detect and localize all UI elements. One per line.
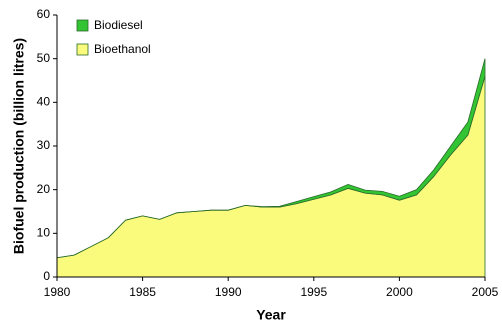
x-tick-label: 2000 xyxy=(386,285,413,299)
y-tick-label: 40 xyxy=(37,95,51,109)
y-tick-label: 60 xyxy=(37,7,51,21)
y-axis-label: Biofuel production (billion litres) xyxy=(11,38,27,254)
area xyxy=(56,58,486,259)
y-tick-label: 30 xyxy=(37,138,51,152)
y-tick-label: 0 xyxy=(43,269,50,283)
legend-label: Bioethanol xyxy=(94,42,151,56)
legend-swatch xyxy=(76,43,89,56)
y-tick-label: 10 xyxy=(37,226,51,240)
x-tick-label: 1995 xyxy=(300,285,327,299)
legend-label: Biodiesel xyxy=(94,18,143,32)
area xyxy=(56,76,486,278)
x-tick-label: 1985 xyxy=(129,285,156,299)
x-axis-label: Year xyxy=(256,307,286,323)
x-tick-label: 1980 xyxy=(44,285,71,299)
x-tick-label: 2005 xyxy=(472,285,499,299)
y-tick-label: 50 xyxy=(37,51,51,65)
x-tick-label: 1990 xyxy=(215,285,242,299)
legend-swatch xyxy=(76,19,89,32)
y-tick-label: 20 xyxy=(37,182,51,196)
